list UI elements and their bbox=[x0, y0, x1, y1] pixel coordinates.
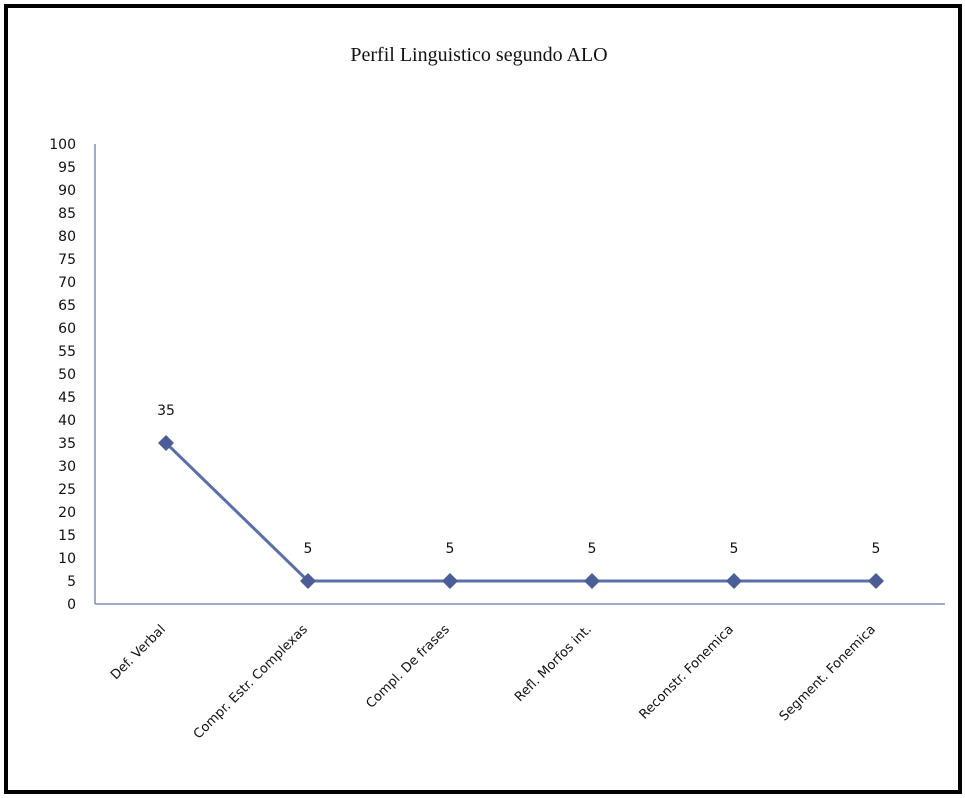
y-tick-label: 5 bbox=[67, 574, 76, 590]
x-category-label: Refl. Morfos int. bbox=[512, 622, 595, 705]
y-tick-label: 0 bbox=[67, 597, 76, 613]
y-tick-label: 15 bbox=[58, 528, 76, 544]
y-tick-label: 55 bbox=[58, 344, 76, 360]
x-category-label: Reconstr. Fonemica bbox=[637, 622, 737, 722]
data-label: 5 bbox=[446, 541, 455, 557]
x-category-label: Def. Verbal bbox=[108, 622, 169, 683]
series-line-path bbox=[164, 441, 876, 583]
y-tick-label: 35 bbox=[58, 436, 76, 452]
y-tick-label: 80 bbox=[58, 229, 76, 245]
series-line bbox=[158, 435, 884, 589]
data-labels: 35 5 5 5 5 5 bbox=[157, 403, 880, 557]
x-category-label: Compr. Estr. Complexas bbox=[191, 622, 311, 742]
y-tick-label: 30 bbox=[58, 459, 76, 475]
chart-frame bbox=[4, 4, 962, 794]
y-tick-label: 85 bbox=[58, 206, 76, 222]
y-tick-label: 20 bbox=[58, 505, 76, 521]
y-tick-label: 25 bbox=[58, 482, 76, 498]
y-tick-label: 95 bbox=[58, 160, 76, 176]
data-label: 5 bbox=[588, 541, 597, 557]
y-tick-label: 45 bbox=[58, 390, 76, 406]
data-label: 35 bbox=[157, 403, 175, 419]
y-tick-label: 40 bbox=[58, 413, 76, 429]
x-axis-categories: Def. Verbal Compr. Estr. Complexas Compl. … bbox=[108, 622, 879, 742]
data-point-marker bbox=[868, 573, 884, 589]
y-tick-label: 70 bbox=[58, 275, 76, 291]
y-tick-label: 50 bbox=[58, 367, 76, 383]
y-tick-label: 100 bbox=[49, 137, 76, 153]
y-axis-ticks: 0 5 10 15 20 25 30 35 40 45 50 55 60 65 70 75 80 85 90 95 10… bbox=[49, 137, 76, 613]
y-tick-label: 75 bbox=[58, 252, 76, 268]
y-tick-label: 60 bbox=[58, 321, 76, 337]
data-label: 5 bbox=[304, 541, 313, 557]
x-category-label: Segment. Fonemica bbox=[777, 622, 879, 724]
y-tick-label: 90 bbox=[58, 183, 76, 199]
x-category-label: Compl. De frases bbox=[363, 622, 453, 712]
data-point-marker bbox=[442, 573, 458, 589]
y-tick-label: 10 bbox=[58, 551, 76, 567]
data-label: 5 bbox=[872, 541, 881, 557]
data-point-marker bbox=[726, 573, 742, 589]
chart-title: Perfil Linguistico segundo ALO bbox=[350, 44, 608, 66]
data-label: 5 bbox=[730, 541, 739, 557]
y-tick-label: 65 bbox=[58, 298, 76, 314]
data-point-marker bbox=[300, 573, 316, 589]
chart-axes bbox=[94, 144, 945, 605]
data-point-marker bbox=[158, 435, 174, 451]
data-point-marker bbox=[584, 573, 600, 589]
